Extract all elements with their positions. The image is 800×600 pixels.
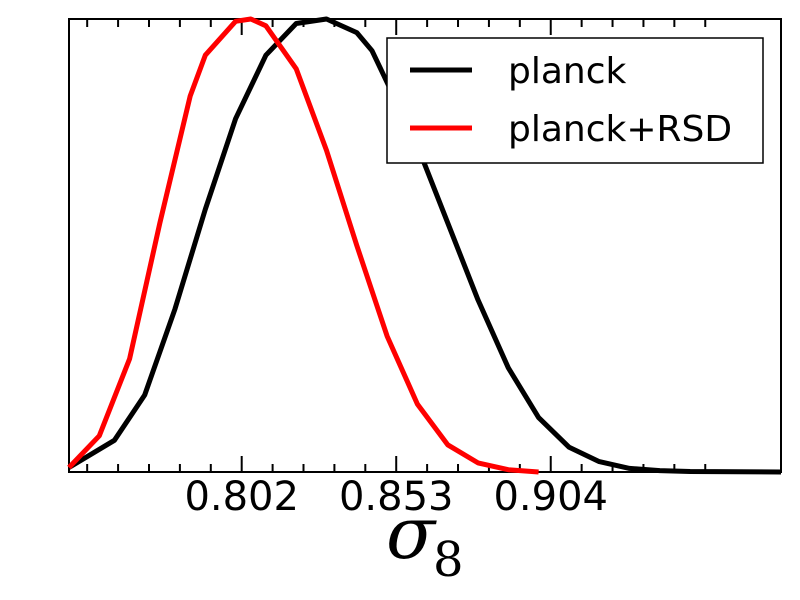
legend-box <box>386 37 764 164</box>
legend-items: planck planck+RSD <box>410 51 732 150</box>
plot-frame <box>68 18 782 473</box>
legend-label: planck <box>508 51 627 92</box>
x-axis-label: σ <box>386 491 437 575</box>
x-tick-label: 0.904 <box>493 474 608 520</box>
x-axis-label-subscript: 8 <box>433 532 464 588</box>
series-line-planck-rsd <box>67 16 539 475</box>
x-tick-label: 0.853 <box>339 474 454 520</box>
legend-label: planck+RSD <box>508 109 732 150</box>
x-tick-label: 0.802 <box>184 474 299 520</box>
x-tick-labels: 0.802 0.853 0.904 <box>184 474 608 520</box>
legend: planck planck+RSD <box>386 37 764 164</box>
